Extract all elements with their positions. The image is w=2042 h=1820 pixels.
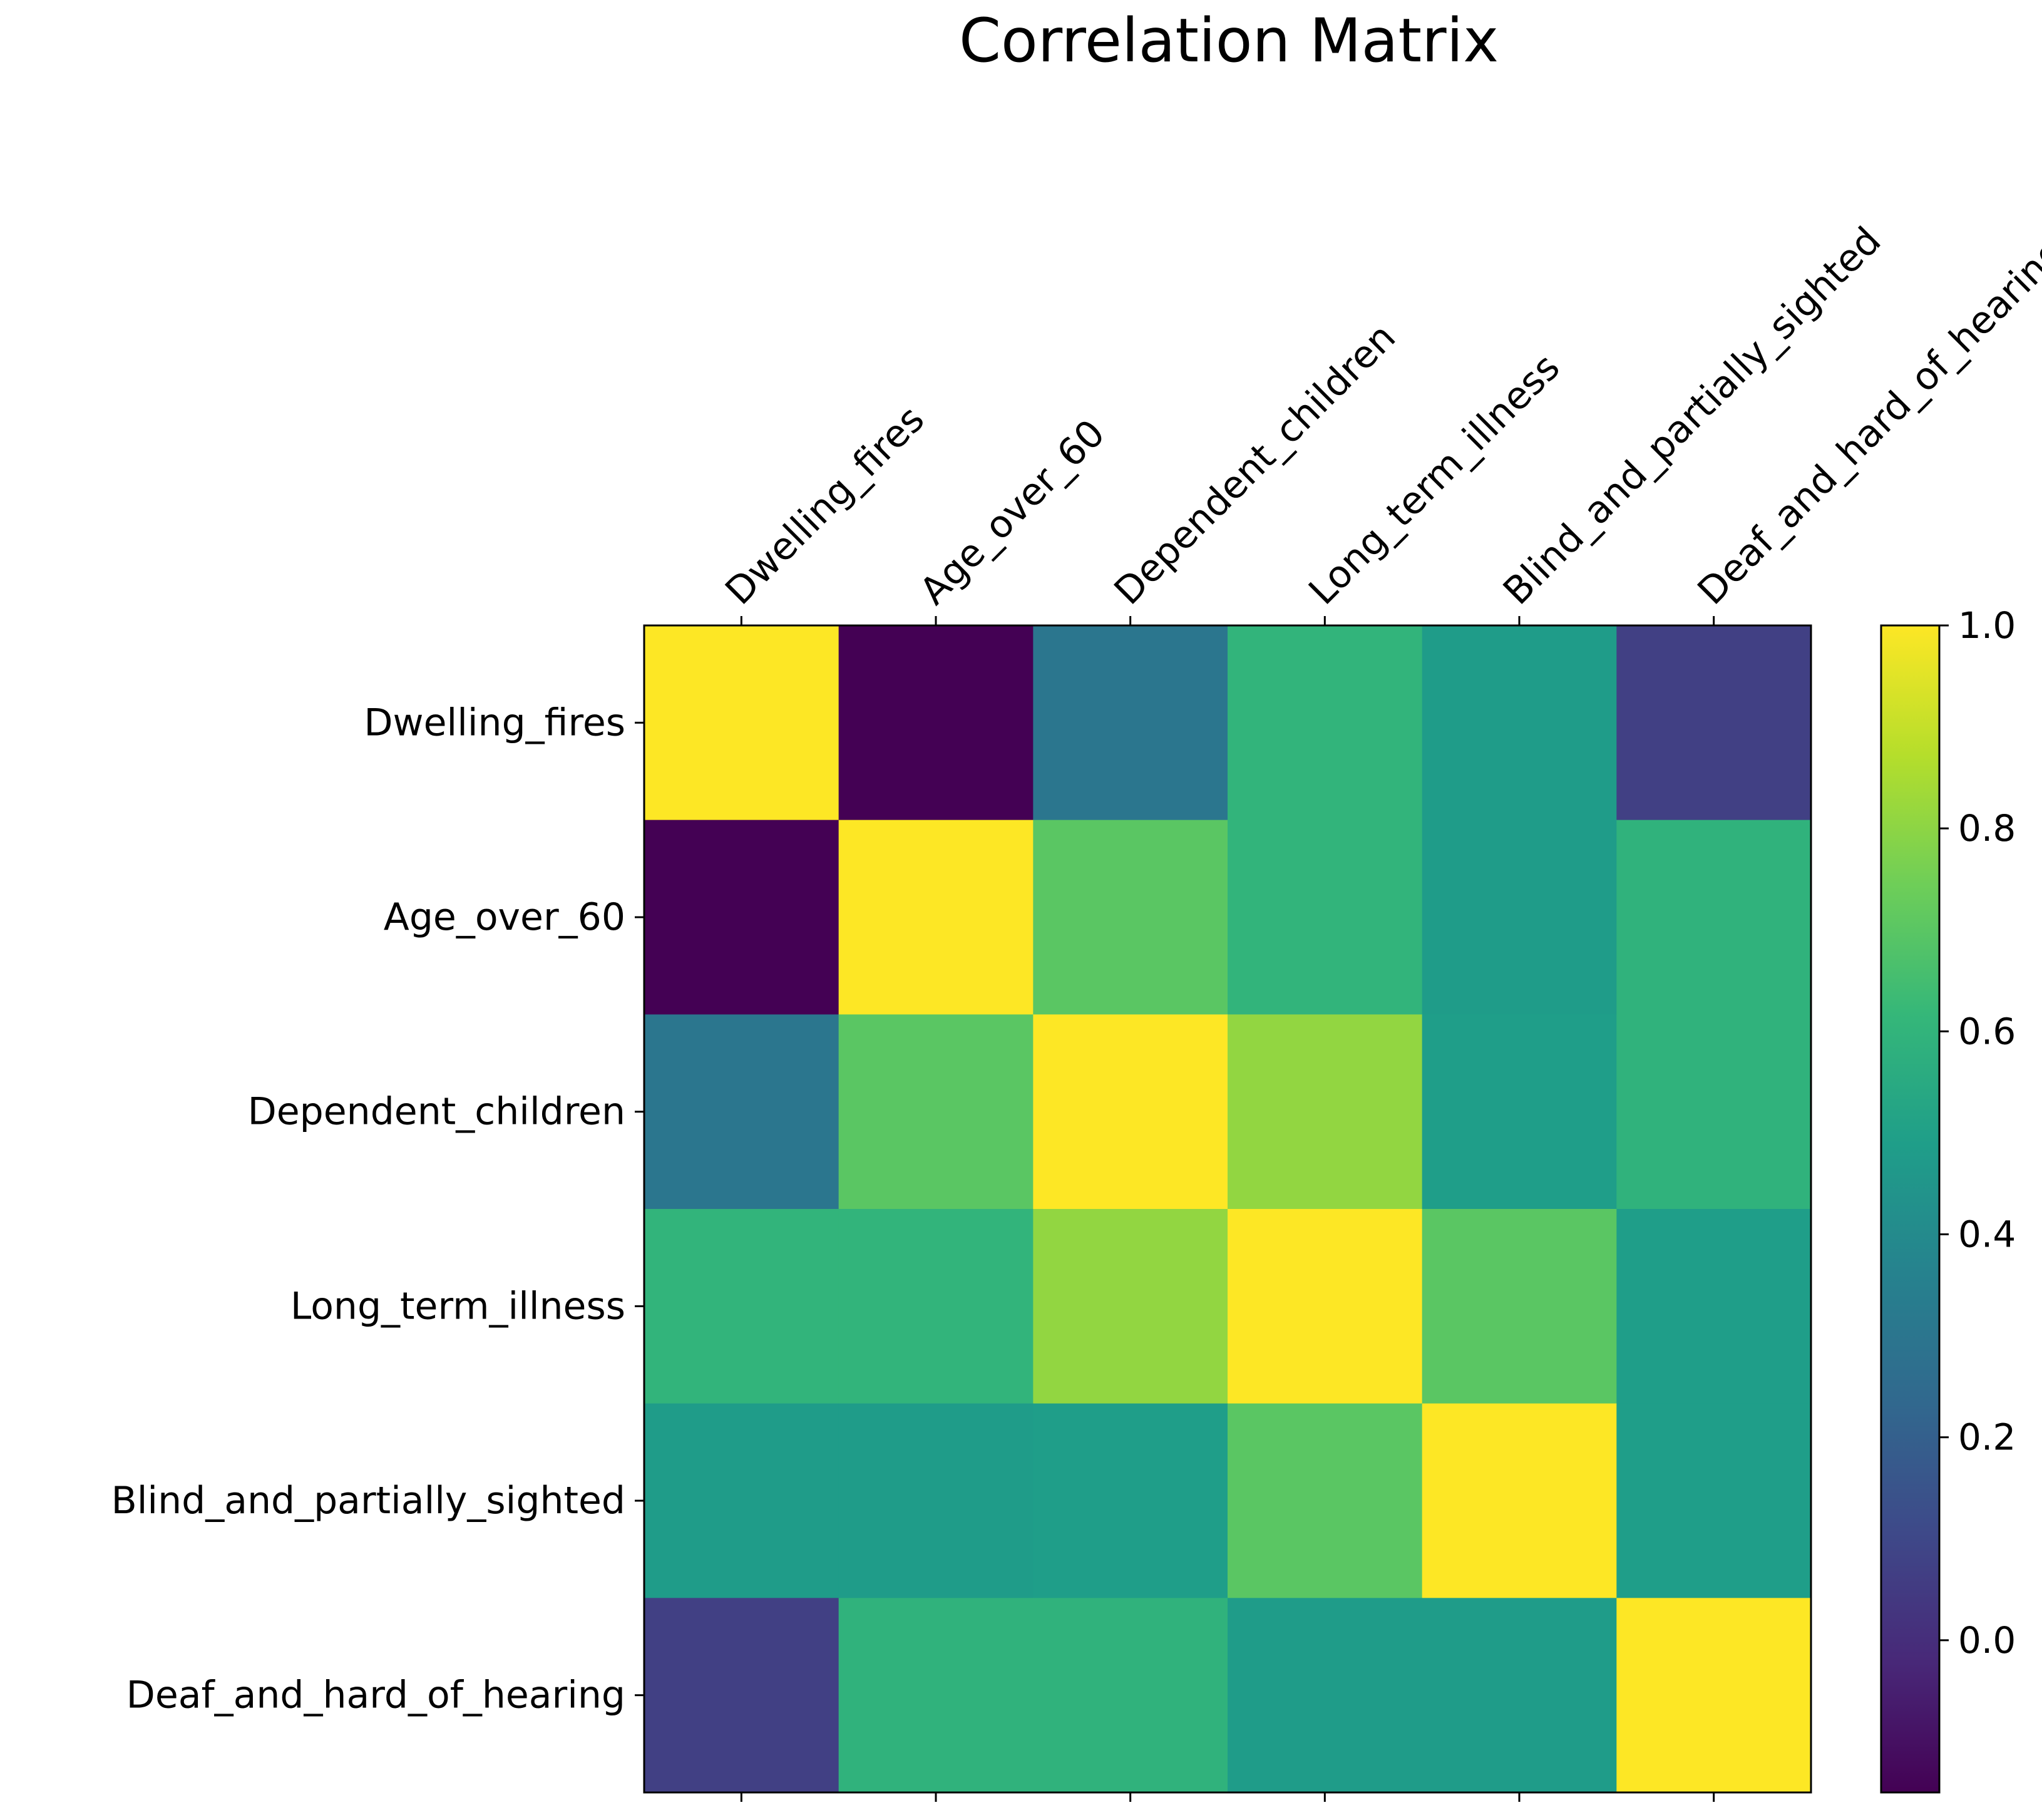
heatmap-cell [1033,1403,1228,1598]
x-tick-label: Dwelling_fires [717,398,933,614]
heatmap-cell [1422,1598,1617,1793]
heatmap-cell [838,1209,1034,1404]
heatmap-cell [644,1403,839,1598]
heatmap-cell [1228,820,1423,1015]
colorbar-tick-label: 1.0 [1958,604,2016,647]
heatmap-cell [644,1598,839,1793]
heatmap-cell [838,1014,1034,1210]
heatmap-cell [644,1014,839,1210]
colorbar-frame [1880,624,1941,1794]
heatmap-cell [1033,625,1228,821]
heatmap-cell [1616,1403,1812,1598]
y-tick-label: Age_over_60 [384,895,625,939]
heatmap-cell [838,625,1034,821]
heatmap-cell [644,625,839,821]
heatmap-cell [838,1598,1034,1793]
heatmap-cell [1616,625,1812,821]
heatmap-cell [1422,1209,1617,1404]
y-tick-label: Dependent_children [248,1090,625,1134]
heatmap-cell [1033,1598,1228,1793]
heatmap-cell [644,1209,839,1404]
y-tick-label: Long_term_illness [290,1284,625,1328]
x-tick-label: Age_over_60 [911,411,1114,614]
heatmap-cell [1228,1209,1423,1404]
colorbar-tick-label: 0.2 [1958,1416,2016,1459]
heatmap-cell [1616,1598,1812,1793]
chart-title: Correlation Matrix [959,6,1499,76]
colorbar-tick-label: 0.6 [1958,1010,2016,1052]
heatmap-cell [1033,1014,1228,1210]
heatmap-cell [1228,625,1423,821]
colorbar-tick-label: 0.8 [1958,807,2016,850]
x-tick-label: Deaf_and_hard_of_hearing [1690,229,2042,613]
y-tick-label: Deaf_and_hard_of_hearing [126,1673,625,1717]
heatmap-cell [1033,1209,1228,1404]
heatmap-cell [1228,1598,1423,1793]
heatmap-cell [1228,1403,1423,1598]
heatmap-cell [1616,1014,1812,1210]
heatmap-cell [838,1403,1034,1598]
heatmap-cell [1616,1209,1812,1404]
colorbar-tick-label: 0.4 [1958,1213,2016,1256]
heatmap-cell [1422,625,1617,821]
y-axis-ticks: Dwelling_fires Age_over_60 Dependent_child… [111,701,644,1717]
y-tick-label: Dwelling_fires [364,701,625,744]
y-tick-label: Blind_and_partially_sighted [111,1479,625,1523]
heatmap-cells [644,625,1812,1793]
heatmap-cell [1422,1014,1617,1210]
plot-frame [643,624,1812,1794]
colorbar-gradient [1881,625,1939,1792]
x-tick-label: Blind_and_partially_sighted [1495,219,1889,613]
heatmap-cell [1422,1403,1617,1598]
heatmap-cell [644,820,839,1015]
heatmap-cell [838,820,1034,1015]
heatmap-cell [1228,1014,1423,1210]
heatmap-cell [1616,820,1812,1015]
heatmap-cell [1033,820,1228,1015]
heatmap-cell [1422,820,1617,1015]
colorbar: 0.0 0.2 0.4 0.6 0.8 1.0 [1880,604,2016,1794]
colorbar-tick-label: 0.0 [1958,1619,2016,1662]
